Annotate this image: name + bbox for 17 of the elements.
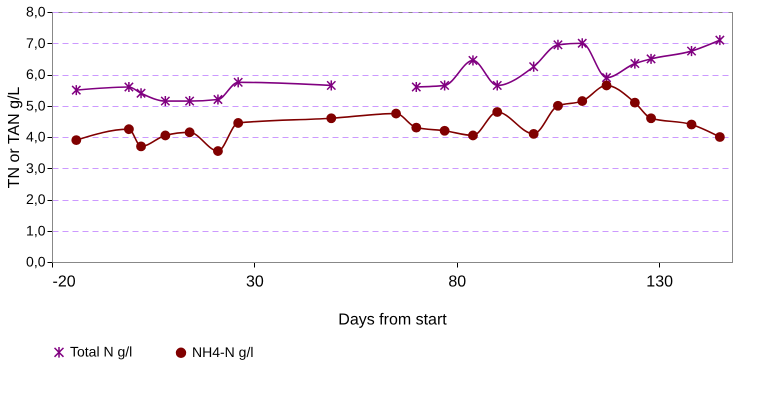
y-tick-label: 1,0 <box>26 222 46 238</box>
x-axis-title: Days from start <box>338 312 448 328</box>
x-tick-label: 80 <box>448 274 466 290</box>
legend-label: NH4-N g/l <box>192 344 254 360</box>
y-tick-label: 5,0 <box>26 97 46 114</box>
y-tick-label: 7,0 <box>26 34 46 51</box>
y-tick-label: 6,0 <box>26 66 46 82</box>
y-tick-label: 3,0 <box>26 160 46 176</box>
x-tick-label: -20 <box>52 274 76 290</box>
x-tick-label: 130 <box>646 274 674 290</box>
y-axis-title: TN or TAN g/L <box>6 86 24 188</box>
y-tick-label: 4,0 <box>26 128 46 144</box>
y-tick-label: 8,0 <box>26 4 46 20</box>
x-tick-label: 30 <box>246 274 264 290</box>
y-tick-label: 2,0 <box>26 191 46 207</box>
y-tick-label: 0,0 <box>26 254 46 270</box>
legend-label: Total N g/l <box>70 343 132 360</box>
